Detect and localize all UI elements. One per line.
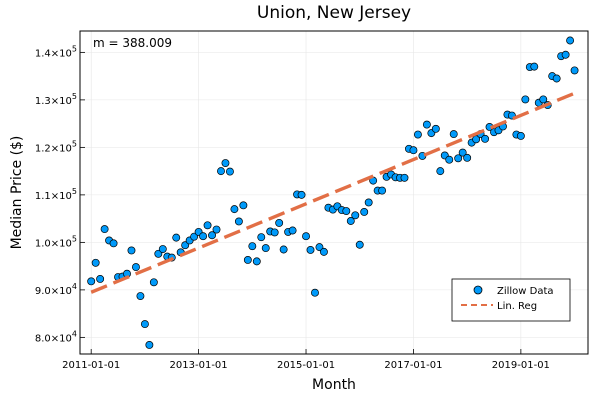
data-point [458, 148, 467, 157]
data-point [154, 249, 163, 258]
x-tick-label: 2015-01-01 [277, 360, 335, 371]
data-point [149, 278, 158, 287]
data-point [96, 275, 105, 283]
y-tick-label: 1.3×105 [35, 92, 77, 107]
data-point [172, 233, 181, 242]
data-point [315, 243, 324, 252]
data-point [239, 201, 248, 210]
data-point [261, 244, 270, 253]
chart-title: Union, New Jersey [257, 3, 411, 23]
data-point [136, 292, 145, 300]
data-point [230, 205, 239, 214]
data-point [225, 167, 234, 176]
x-tick-label: 2011-01-01 [62, 360, 120, 371]
x-axis-ticks: 2011-01-01 2013-01-01 2015-01-01 2017-01-01… [62, 349, 550, 371]
data-point [355, 240, 364, 249]
data-point [212, 225, 221, 234]
data-point [297, 190, 306, 199]
data-point [279, 245, 288, 254]
legend-marker-zillow-data [473, 285, 483, 295]
legend-box [451, 278, 571, 322]
data-point [449, 130, 458, 139]
y-axis-label: Median Price ($) [9, 136, 25, 250]
data-point [203, 221, 212, 230]
data-point [516, 132, 525, 140]
scatter-points [87, 36, 579, 349]
data-point [472, 135, 481, 144]
data-point [87, 277, 96, 286]
y-tick-label: 1.1×105 [35, 187, 77, 202]
data-point [530, 62, 539, 71]
data-point [199, 232, 208, 241]
data-point [270, 228, 279, 237]
data-point [351, 211, 360, 220]
slope-annotation: m = 388.009 [93, 36, 172, 50]
data-point [109, 239, 118, 248]
data-point [364, 198, 373, 207]
data-point [190, 232, 199, 241]
data-point [252, 257, 261, 266]
data-point [140, 320, 149, 329]
data-point [127, 246, 136, 255]
data-point [181, 241, 190, 250]
data-point [100, 225, 109, 234]
data-point [275, 218, 284, 227]
legend-label-zillow-data: Zillow Data [497, 286, 554, 297]
data-point [360, 208, 369, 216]
legend: Zillow Data Lin. Reg [451, 278, 571, 322]
data-point [91, 258, 100, 267]
data-point [436, 167, 445, 176]
y-tick-label: 1.4×105 [35, 44, 77, 59]
data-point [431, 124, 440, 133]
legend-label-lin-reg: Lin. Reg [497, 301, 537, 312]
x-tick-label: 2017-01-01 [384, 360, 442, 371]
data-point [234, 217, 243, 226]
data-point [221, 159, 230, 167]
data-point [445, 155, 454, 164]
data-point [257, 233, 266, 242]
data-point [302, 232, 310, 241]
regression-line [90, 91, 576, 294]
data-point [566, 36, 575, 45]
data-point [319, 247, 328, 256]
data-point [158, 245, 167, 253]
data-point [346, 217, 355, 225]
x-tick-label: 2019-01-01 [492, 360, 550, 371]
x-tick-label: 2013-01-01 [170, 360, 228, 371]
data-point [243, 256, 252, 264]
data-point [463, 153, 472, 162]
data-point [208, 231, 216, 240]
data-point [552, 74, 561, 83]
y-tick-label: 8.0×104 [35, 329, 77, 344]
data-point [288, 226, 297, 235]
data-point [400, 173, 409, 182]
data-point [342, 207, 351, 215]
data-point [481, 134, 490, 143]
data-point [217, 167, 225, 176]
x-axis-label: Month [312, 377, 356, 393]
data-point [413, 130, 422, 139]
y-tick-label: 1.2×105 [35, 139, 77, 154]
data-point [539, 95, 548, 104]
y-tick-label: 9.0×104 [35, 282, 77, 297]
data-point [131, 263, 140, 272]
data-point [454, 154, 463, 163]
data-point [378, 186, 387, 195]
data-point [145, 341, 154, 349]
data-point [570, 66, 579, 75]
data-point [306, 246, 315, 254]
y-axis-ticks: 8.0×104 9.0×104 1.0×105 1.1×105 1.2×105 1.3×1… [35, 44, 85, 344]
data-point [561, 50, 570, 59]
data-point [248, 242, 257, 251]
data-point [409, 146, 418, 155]
data-point [521, 95, 530, 104]
data-point [311, 288, 319, 297]
y-tick-label: 1.0×105 [35, 234, 77, 249]
data-point [422, 120, 431, 129]
grid [80, 31, 588, 354]
plot-frame [79, 30, 589, 355]
